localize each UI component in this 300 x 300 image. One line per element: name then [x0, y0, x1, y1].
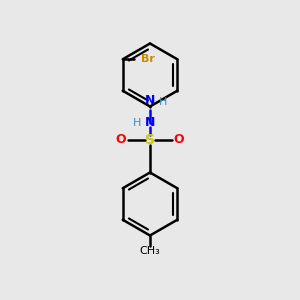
Text: N: N: [145, 94, 155, 107]
Text: N: N: [145, 116, 155, 129]
Text: S: S: [145, 133, 155, 146]
Text: H: H: [133, 118, 142, 128]
Text: Br: Br: [141, 54, 154, 64]
Text: H: H: [158, 97, 167, 107]
Text: O: O: [174, 133, 184, 146]
Text: O: O: [116, 133, 126, 146]
Text: CH₃: CH₃: [140, 245, 160, 256]
